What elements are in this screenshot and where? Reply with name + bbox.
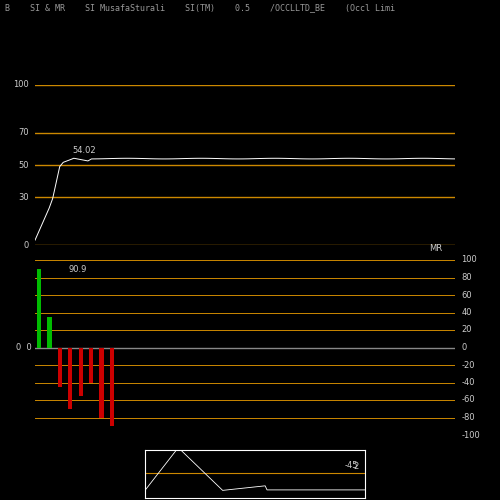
Text: MR: MR (430, 244, 442, 253)
Text: 60: 60 (461, 290, 472, 300)
Text: 40: 40 (461, 308, 471, 317)
Text: 70: 70 (18, 128, 28, 138)
Text: 90.9: 90.9 (68, 265, 86, 274)
Bar (37, 269, 41, 347)
Bar (100, 348, 103, 418)
Text: 50: 50 (18, 160, 28, 170)
Text: -80: -80 (461, 413, 475, 422)
Text: 30: 30 (18, 192, 28, 202)
Text: B    SI & MR    SI MusafaSturali    SI(TM)    0.5    /OCCLLTD_BE    (Occl Limi: B SI & MR SI MusafaSturali SI(TM) 0.5 /O… (5, 4, 395, 13)
Text: 0  0: 0 0 (16, 343, 32, 352)
Text: 20: 20 (461, 326, 471, 334)
Text: -20: -20 (461, 360, 474, 370)
Bar (58, 348, 62, 387)
Bar (48, 317, 52, 348)
Text: -60: -60 (461, 396, 475, 404)
Text: 0: 0 (461, 343, 466, 352)
Bar (89, 348, 93, 382)
Text: -40: -40 (461, 378, 474, 387)
Text: 0: 0 (24, 240, 28, 250)
Bar (110, 348, 114, 426)
Text: 100: 100 (461, 256, 477, 264)
Text: 2: 2 (353, 462, 358, 471)
Text: -100: -100 (461, 430, 480, 440)
Text: 80: 80 (461, 273, 472, 282)
Bar (68, 348, 72, 409)
Text: 100: 100 (13, 80, 28, 90)
Text: -45: -45 (345, 460, 358, 469)
Bar (78, 348, 83, 396)
Text: 54.02: 54.02 (73, 146, 96, 156)
